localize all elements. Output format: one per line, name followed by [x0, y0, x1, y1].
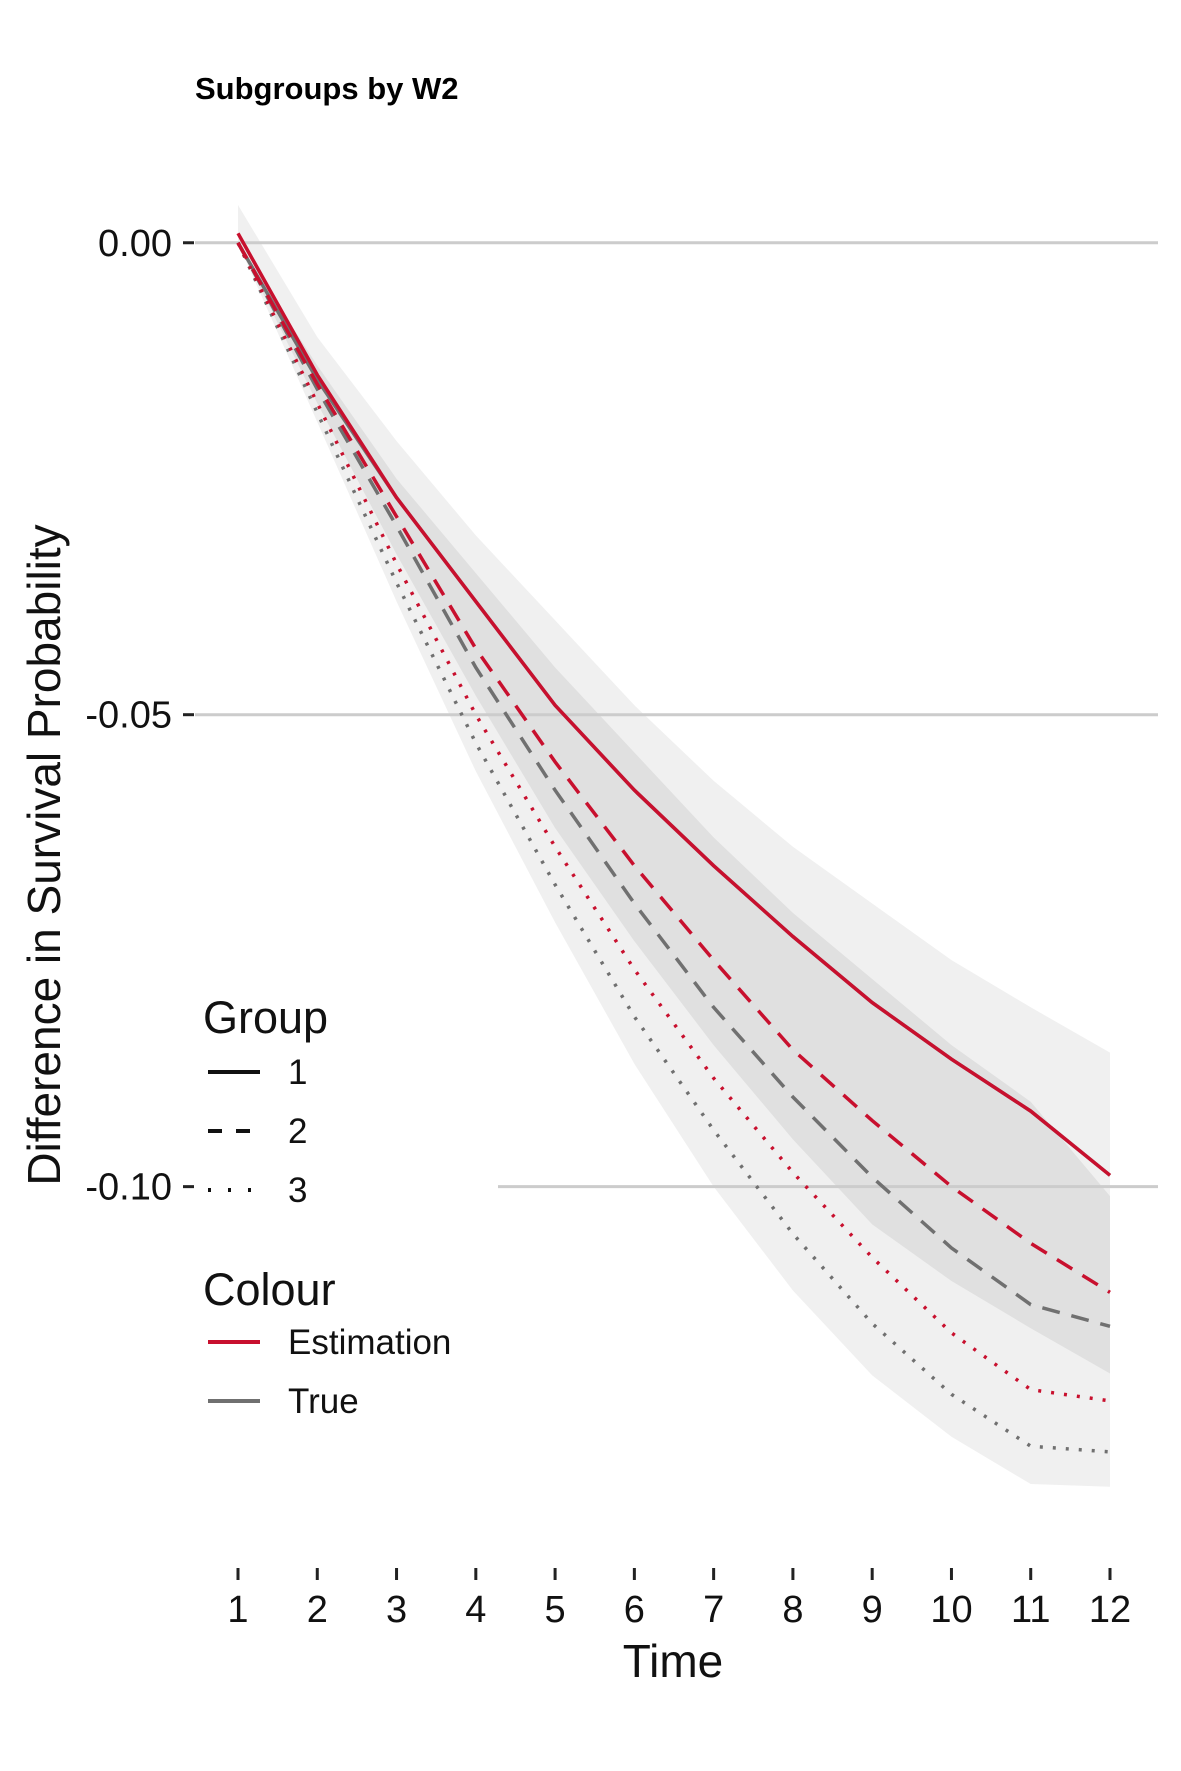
series-true-group-3 [236, 242, 1111, 1454]
x-axis: 1 2 3 4 5 6 7 8 9 10 11 12 [227, 1568, 1131, 1631]
x-tick-label-0: 1 [227, 1589, 248, 1631]
x-tick-label-1: 2 [307, 1589, 328, 1631]
y-tick-label-2: -0.10 [85, 1167, 172, 1209]
legend-label-group-2: 2 [288, 1112, 307, 1151]
legend-group-title: Group [203, 992, 328, 1043]
legend-label-estimation: Estimation [288, 1323, 451, 1362]
x-tick-label-4: 5 [545, 1589, 566, 1631]
series-lines [236, 232, 1112, 1454]
x-tick-label-3: 4 [465, 1589, 486, 1631]
series-estimation-group-1 [236, 232, 1112, 1177]
series-estimation-group-3 [236, 242, 1111, 1403]
legend-colour-title: Colour [203, 1264, 336, 1315]
series-estimation-group-2 [236, 241, 1111, 1294]
x-tick-label-11: 12 [1089, 1589, 1131, 1631]
x-tick-label-8: 9 [862, 1589, 883, 1631]
x-tick-label-2: 3 [386, 1589, 407, 1631]
y-tick-label-1: -0.05 [85, 695, 172, 737]
legend-label-group-3: 3 [288, 1171, 307, 1210]
legend: Group 1 2 3 Colour Estimation True [203, 992, 451, 1421]
y-axis: 0.00 -0.05 -0.10 [85, 223, 194, 1209]
x-tick-label-7: 8 [782, 1589, 803, 1631]
y-tick-label-0: 0.00 [98, 223, 172, 265]
chart-title: Subgroups by W2 [195, 71, 459, 106]
x-tick-label-6: 7 [703, 1589, 724, 1631]
gridlines [195, 241, 1158, 1189]
legend-label-group-1: 1 [288, 1053, 307, 1092]
band-inner [238, 242, 1110, 1374]
confidence-bands [238, 205, 1110, 1487]
x-axis-title: Time [623, 1635, 724, 1687]
x-tick-label-10: 11 [1011, 1589, 1050, 1631]
legend-label-true: True [288, 1382, 359, 1421]
y-axis-title: Difference in Survival Probability [18, 524, 70, 1185]
x-tick-label-9: 10 [930, 1589, 972, 1631]
x-tick-label-5: 6 [624, 1589, 645, 1631]
